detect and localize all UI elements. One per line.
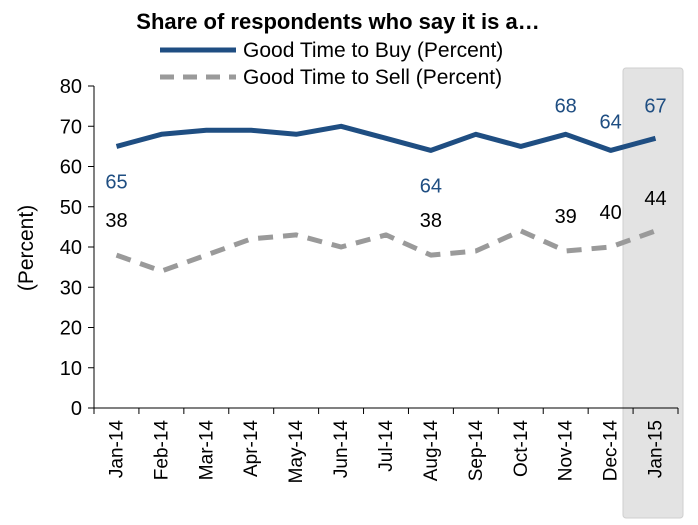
- legend-item-sell: Good Time to Sell (Percent): [160, 66, 502, 89]
- data-label-buy: 68: [555, 95, 577, 117]
- y-tick-label: 80: [60, 76, 82, 98]
- data-label-buy: 67: [644, 95, 666, 117]
- y-axis-label: (Percent): [15, 205, 38, 291]
- highlight-band: [622, 67, 684, 519]
- x-tick-label: Mar-14: [196, 420, 217, 481]
- x-tick-label: Nov-14: [556, 420, 577, 482]
- x-tick-label: Jan-15: [646, 420, 667, 478]
- x-tick-label: Sep-14: [466, 420, 487, 482]
- legend-label-buy: Good Time to Buy (Percent): [243, 39, 503, 62]
- x-tick-label: Jan-14: [106, 420, 127, 479]
- x-tick-label: Feb-14: [151, 420, 172, 481]
- legend: Good Time to Buy (Percent) Good Time to …: [160, 39, 503, 89]
- data-label-sell: 38: [105, 210, 127, 232]
- data-label-buy: 65: [105, 171, 127, 193]
- x-tick-label: Jun-14: [331, 420, 352, 479]
- data-label-sell: 44: [644, 188, 666, 210]
- legend-label-sell: Good Time to Sell (Percent): [243, 66, 502, 89]
- data-label-buy: 64: [599, 111, 621, 133]
- y-axis: 0 10 20 30 40 50 60 70 80: [60, 76, 95, 420]
- y-tick-label: 60: [60, 157, 82, 179]
- legend-item-buy: Good Time to Buy (Percent): [160, 39, 503, 62]
- data-labels: 65 64 68 64 67 38 38 39 40 44: [105, 95, 666, 232]
- x-tick-label: Apr-14: [241, 420, 262, 477]
- x-tick-label: May-14: [286, 420, 307, 484]
- data-label-sell: 38: [420, 210, 442, 232]
- x-tick-label: Aug-14: [421, 420, 442, 482]
- y-tick-label: 40: [60, 237, 82, 259]
- y-tick-label: 70: [60, 116, 82, 138]
- y-tick-label: 50: [60, 197, 82, 219]
- series-line-good-time-to-sell: [115, 228, 657, 274]
- data-label-sell: 39: [555, 206, 577, 228]
- x-tick-label: Oct-14: [511, 420, 532, 477]
- chart-title: Share of respondents who say it is a…: [136, 9, 539, 34]
- x-tick-label: Jul-14: [376, 420, 397, 472]
- y-tick-label: 30: [60, 277, 82, 299]
- y-tick-label: 10: [60, 358, 82, 380]
- y-tick-label: 0: [71, 398, 82, 420]
- x-tick-label: Dec-14: [601, 420, 622, 482]
- y-tick-label: 20: [60, 318, 82, 340]
- data-label-sell: 40: [599, 202, 621, 224]
- series-layer: [115, 123, 657, 274]
- data-label-buy: 64: [420, 175, 442, 197]
- series-line-good-time-to-buy: [115, 123, 657, 153]
- x-axis: Jan-14 Feb-14 Mar-14 Apr-14 May-14 Jun-14 Jul-…: [93, 407, 679, 484]
